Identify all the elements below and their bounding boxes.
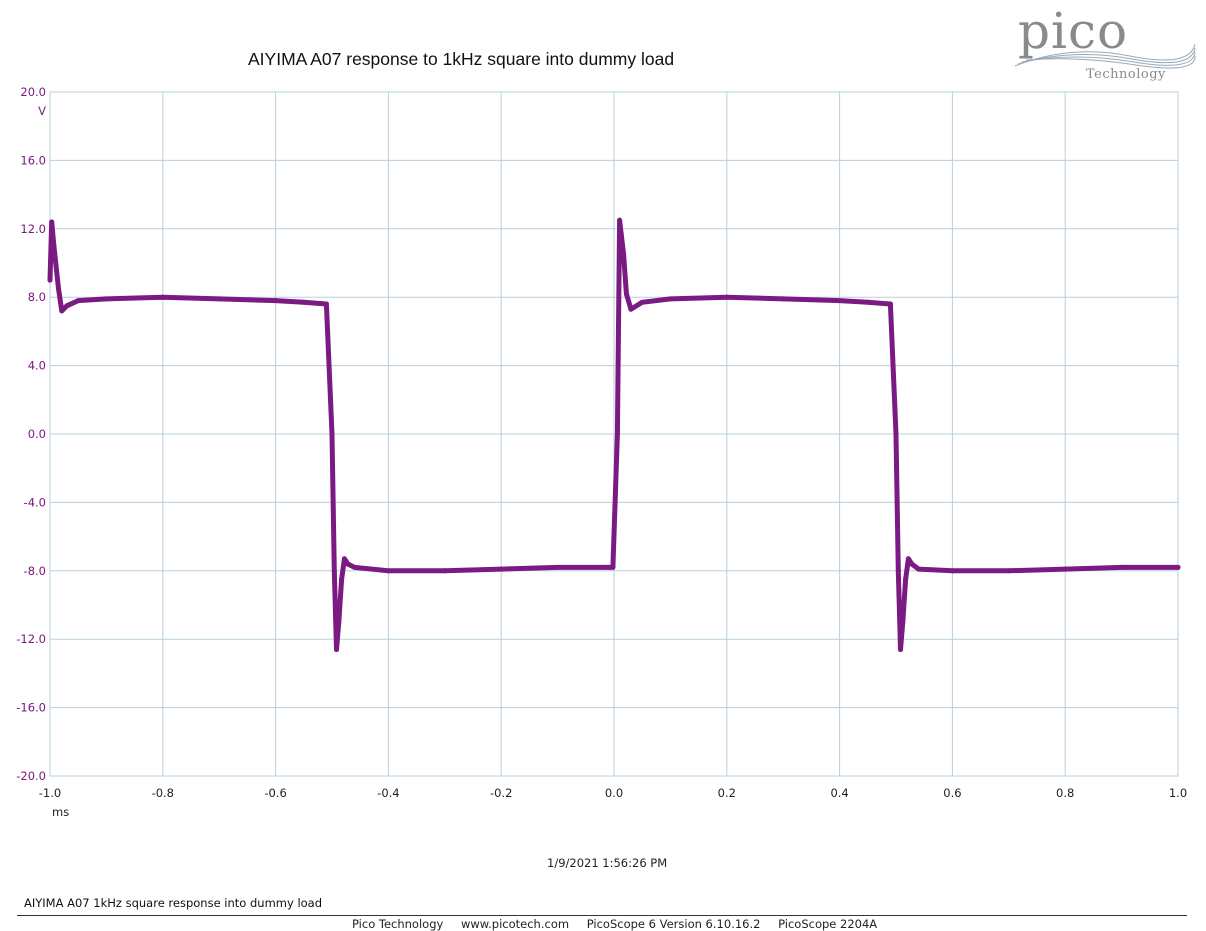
logo-subtitle: Technology: [1086, 67, 1166, 82]
trace-point: [64, 303, 70, 309]
trace-point: [345, 561, 351, 567]
trace-point: [900, 619, 906, 625]
trace-point: [51, 243, 57, 249]
capture-timestamp: 1/9/2021 1:56:26 PM: [547, 856, 668, 870]
x-tick-label: -0.8: [152, 786, 174, 800]
trace-point: [639, 299, 645, 305]
trace-point: [621, 252, 627, 257]
x-tick-label: 0.6: [943, 786, 961, 800]
x-tick-label: -1.0: [39, 786, 61, 800]
trace-point: [103, 296, 109, 302]
trace-point: [273, 298, 279, 304]
capture-caption: AIYIMA A07 1kHz square response into dum…: [24, 896, 323, 910]
trace-point: [160, 294, 166, 300]
trace-point: [1006, 568, 1012, 574]
trace-point: [949, 568, 955, 574]
trace-point: [75, 298, 81, 304]
trace-point: [628, 306, 634, 312]
trace-point: [916, 566, 922, 572]
tick-labels: -1.0 -0.8 -0.6 -0.4 -0.2 0.0 0.2 0.4 0.6 0.8 1.0 20…: [16, 85, 1187, 800]
trace-point: [903, 576, 909, 582]
x-tick-label: 0.0: [605, 786, 623, 800]
trace-point: [667, 296, 673, 302]
y-tick-label: 4.0: [28, 359, 46, 373]
trace-point: [724, 294, 730, 300]
trace-point: [893, 431, 899, 437]
trace-point: [385, 568, 391, 574]
y-tick-label: -8.0: [24, 564, 46, 578]
trace-point: [1062, 566, 1068, 572]
footer-device: PicoScope 2204A: [778, 917, 878, 931]
x-unit-label: ms: [52, 805, 69, 819]
logo-swoosh-icon: [1014, 43, 1196, 69]
y-tick-label: -12.0: [16, 632, 46, 646]
chart-title: AIYIMA A07 response to 1kHz square into …: [248, 49, 675, 69]
trace-point: [898, 647, 903, 652]
trace-point: [605, 564, 611, 570]
trace-point: [623, 291, 629, 297]
trace-point: [905, 556, 911, 562]
x-tick-label: -0.2: [490, 786, 512, 800]
trace-point: [865, 299, 871, 305]
x-tick-label: -0.6: [264, 786, 286, 800]
trace-point: [49, 219, 55, 225]
footer-company: Pico Technology: [352, 917, 444, 931]
trace-point: [334, 647, 339, 652]
y-tick-label: -16.0: [16, 701, 46, 715]
trace-point: [1175, 564, 1181, 570]
y-tick-label: 20.0: [20, 85, 46, 99]
trace-point: [837, 298, 843, 304]
trace-group: [47, 217, 1181, 652]
trace-point: [1119, 564, 1125, 570]
y-tick-label: 16.0: [20, 153, 46, 167]
y-tick-label: 12.0: [20, 222, 46, 236]
y-tick-label: 8.0: [28, 290, 46, 304]
trace-point: [56, 286, 61, 292]
trace-point: [895, 568, 901, 574]
footer-website[interactable]: www.picotech.com: [460, 917, 570, 931]
footer-version: PicoScope 6 Version 6.10.16.2: [586, 917, 761, 931]
trace-point: [909, 561, 915, 567]
trace-point: [336, 619, 342, 625]
x-tick-label: 0.8: [1056, 786, 1074, 800]
x-tick-label: 0.4: [830, 786, 848, 800]
trace-point: [216, 296, 222, 302]
trace-point: [59, 308, 65, 314]
trace-point: [352, 564, 358, 570]
trace-point: [887, 301, 893, 307]
footer-bar: Pico Technology www.picotech.com PicoSco…: [352, 917, 891, 931]
x-tick-label: -0.4: [377, 786, 399, 800]
footer-divider: [17, 915, 1187, 916]
y-tick-label: 0.0: [28, 427, 46, 441]
trace-point: [617, 217, 623, 223]
trace-point: [610, 564, 616, 570]
trace-point: [555, 564, 561, 570]
trace-point: [331, 568, 337, 574]
trace-point: [323, 301, 329, 307]
logo-wordmark: pico: [1018, 4, 1128, 60]
grid-lines: [49, 91, 1179, 777]
x-tick-label: 0.2: [718, 786, 736, 800]
trace-point: [341, 556, 347, 562]
trace-point: [329, 431, 335, 437]
x-tick-label: 1.0: [1169, 786, 1187, 800]
y-unit-label: V: [38, 104, 46, 118]
pico-technology-logo: pico Technology: [1014, 4, 1196, 82]
trace-point: [339, 576, 345, 582]
trace-point: [780, 296, 786, 302]
y-tick-label: -4.0: [24, 495, 46, 509]
trace-point: [301, 299, 307, 305]
trace-point: [614, 431, 620, 437]
y-tick-label: -20.0: [16, 769, 46, 783]
trace-point: [442, 568, 448, 574]
trace-point: [498, 566, 504, 572]
trace-point: [47, 277, 53, 283]
